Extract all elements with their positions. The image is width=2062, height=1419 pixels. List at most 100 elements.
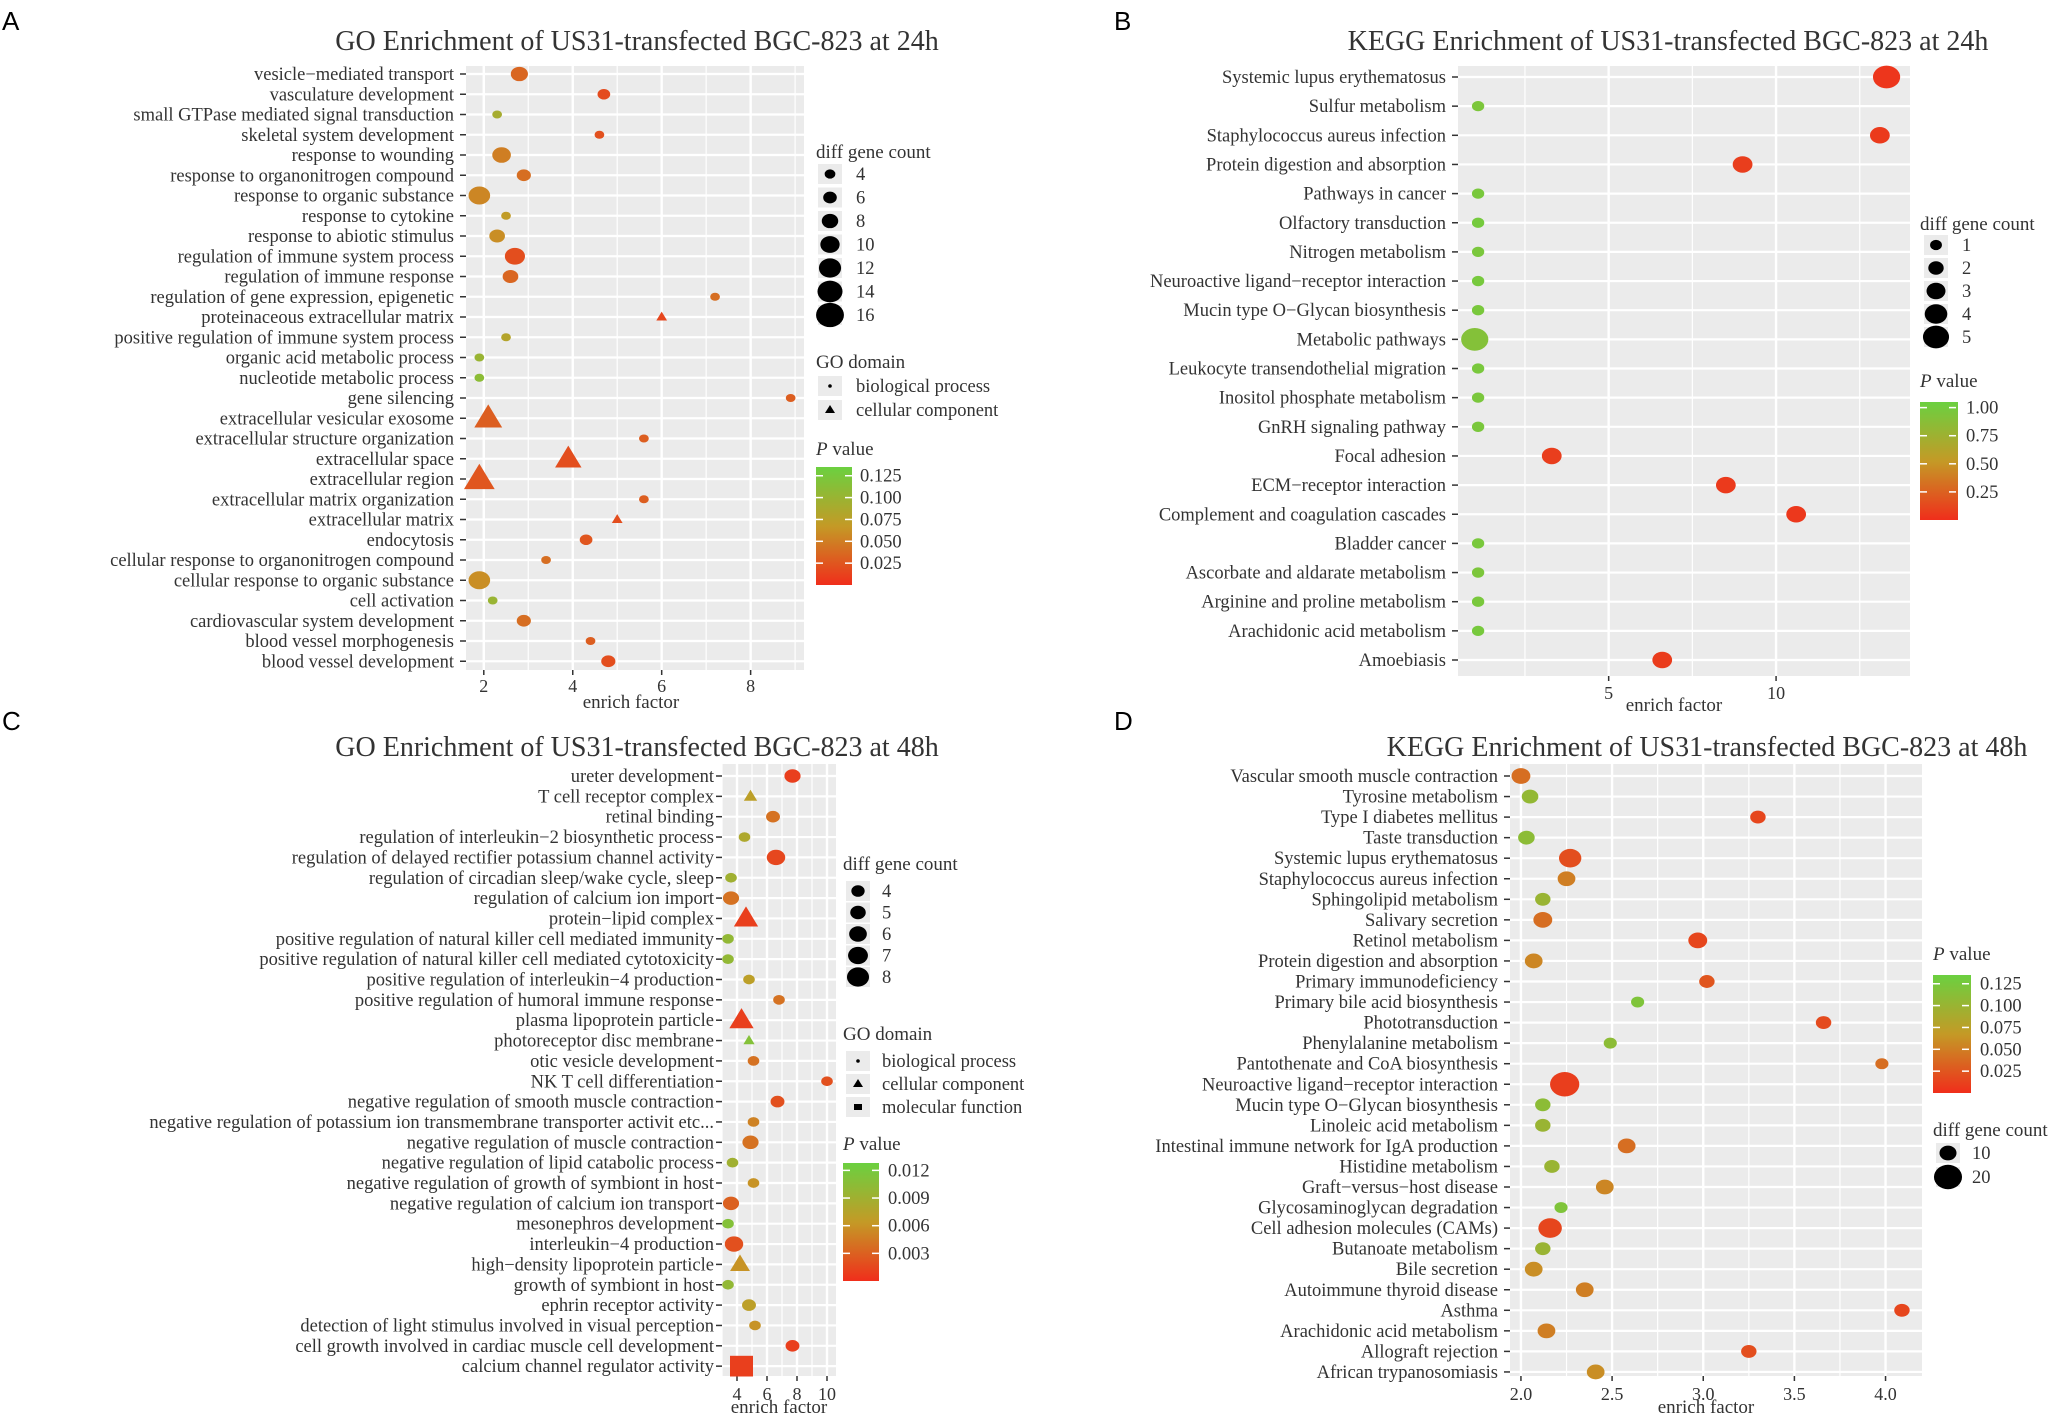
panel-b-point xyxy=(1471,363,1485,374)
panel-a-point xyxy=(579,534,593,546)
panel-a-point xyxy=(516,614,531,627)
panel-d-point xyxy=(1688,932,1708,949)
panel-b-size-key-label: 2 xyxy=(1962,259,1971,279)
panel-d-colorbar-label: 0.125 xyxy=(1980,975,2022,995)
panel-a-point xyxy=(474,373,485,382)
panel-b-category-label: Bladder cancer xyxy=(1335,534,1446,554)
panel-a-category-label: positive regulation of immune system pro… xyxy=(114,328,454,348)
panel-a-size-key xyxy=(817,280,843,303)
panel-c-point xyxy=(729,1008,754,1029)
panel-c-category-label: negative regulation of calcium ion trans… xyxy=(390,1194,715,1214)
panel-d-category-label: Graft−versus−host disease xyxy=(1302,1178,1498,1198)
panel-d-category-label: Primary bile acid biosynthesis xyxy=(1274,993,1498,1013)
panel-a-colorbar-label: 0.100 xyxy=(860,489,902,509)
panel-b-x-ticks: 5 10 xyxy=(1604,676,1785,703)
panel-c-colorbar xyxy=(843,1163,879,1281)
panel-c-xtick-label: 10 xyxy=(818,1384,836,1404)
panel-a-x-ticks: 2 4 6 8 xyxy=(479,670,755,696)
panel-b-colorbar xyxy=(1920,402,1958,520)
panel-c-point xyxy=(742,1135,759,1150)
panel-a-color-legend-title: P value xyxy=(815,439,874,460)
panel-c-point xyxy=(747,1056,760,1066)
panel-a-category-label: response to organic substance xyxy=(234,187,454,207)
panel-a-size-key-label: 12 xyxy=(856,259,875,279)
panel-c-point xyxy=(722,1196,740,1211)
panel-a-category-label: response to abiotic stimulus xyxy=(248,227,454,247)
panel-c-point xyxy=(730,1254,750,1271)
panel-d-category-label: Retinol metabolism xyxy=(1353,931,1499,951)
panel-c-category-label: regulation of interleukin−2 biosynthetic… xyxy=(359,828,714,848)
panel-c-size-key-label: 7 xyxy=(882,947,891,967)
panel-a-category-label: regulation of immune response xyxy=(224,268,454,288)
panel-a-x-axis-label: enrich factor xyxy=(583,692,680,713)
panel-a-legend: diff gene count 4 6 8 10 12 14 16 GO domain bi… xyxy=(815,142,999,585)
panel-d-size-key xyxy=(1933,1164,1963,1190)
panel-c-point xyxy=(784,769,801,783)
panel-c-title: GO Enrichment of US31-transfected BGC-82… xyxy=(335,732,938,763)
panel-d-point xyxy=(1538,1218,1562,1238)
panel-c-x-axis-label: enrich factor xyxy=(731,1397,828,1418)
panel-a-size-legend-title: diff gene count xyxy=(816,142,931,163)
panel-a-category-label: extracellular space xyxy=(316,450,454,470)
panel-c-category-label: retinal binding xyxy=(606,808,714,828)
panel-a-point xyxy=(585,636,596,646)
panel-a-category-label: cellular response to organonitrogen comp… xyxy=(110,551,455,571)
panel-a-category-label: response to cytokine xyxy=(302,207,454,227)
panel-a-colorbar-label: 0.075 xyxy=(860,510,902,530)
panel-d-category-label: Sphingolipid metabolism xyxy=(1311,890,1498,910)
panel-b-point xyxy=(1471,596,1485,607)
panel-b-color-legend-title-rest: value xyxy=(1932,371,1978,392)
panel-c-category-label: otic vesicle development xyxy=(530,1052,715,1072)
panel-a-color-legend-title-rest: value xyxy=(828,439,874,460)
panel-c-xtick-label: 8 xyxy=(793,1384,802,1404)
panel-d-point xyxy=(1524,953,1543,969)
panel-b: B KEGG Enrichment of US31-transfected BG… xyxy=(1114,6,2035,716)
panel-d-point xyxy=(1631,996,1645,1008)
panel-d-point xyxy=(1699,975,1715,988)
panel-a-xtick-label: 2 xyxy=(479,676,488,696)
panel-a-point xyxy=(463,463,495,490)
panel-c-size-key xyxy=(846,967,870,987)
panel-b-category-label: Systemic lupus erythematosus xyxy=(1222,68,1446,88)
panel-b-point xyxy=(1471,392,1485,403)
panel-b-point xyxy=(1471,625,1485,636)
panel-d-category-label: Tyrosine metabolism xyxy=(1343,788,1499,808)
panel-b-point xyxy=(1461,328,1489,351)
panel-b-category-label: Mucin type O−Glycan biosynthesis xyxy=(1183,301,1446,321)
panel-c-size-key xyxy=(850,905,866,920)
panel-b-points xyxy=(1461,65,1901,669)
panel-d-category-label: Histidine metabolism xyxy=(1339,1157,1498,1177)
panel-c-point xyxy=(722,1279,734,1290)
panel-d-xtick-label: 4.0 xyxy=(1874,1384,1897,1404)
panel-c-shape-key-label: cellular component xyxy=(882,1075,1025,1095)
panel-d-category-label: Butanoate metabolism xyxy=(1332,1240,1499,1260)
panel-b-colorbar-label: 1.00 xyxy=(1966,399,1998,419)
panel-d-point xyxy=(1535,892,1551,906)
panel-b-category-label: Amoebiasis xyxy=(1359,651,1446,671)
panel-c-size-key-label: 5 xyxy=(882,904,891,924)
panel-d-gridlines xyxy=(1510,764,1922,1376)
panel-b-size-key xyxy=(1924,304,1948,324)
panel-a-size-key xyxy=(821,213,839,229)
panel-d-plot-background xyxy=(1510,764,1922,1376)
panel-a-point xyxy=(597,88,611,100)
panel-d-category-label: Arachidonic acid metabolism xyxy=(1280,1322,1498,1342)
panel-a-category-label: blood vessel morphogenesis xyxy=(245,632,454,652)
panel-b-point xyxy=(1715,476,1736,494)
panel-d-category-label: Protein digestion and absorption xyxy=(1258,952,1498,972)
panel-b-colorbar-label: 0.50 xyxy=(1966,455,1998,475)
panel-c-category-label: photoreceptor disc membrane xyxy=(494,1032,714,1052)
panel-a-size-key-label: 16 xyxy=(856,306,875,326)
panel-b-point xyxy=(1786,506,1807,523)
panel-d-category-labels: Vascular smooth muscle contractionTyrosi… xyxy=(1155,767,1510,1383)
panel-a-category-label: nucleotide metabolic process xyxy=(239,369,454,389)
panel-c-point xyxy=(766,849,786,866)
panel-c-point xyxy=(742,1299,756,1311)
panel-c-category-label: negative regulation of potassium ion tra… xyxy=(149,1113,714,1133)
panel-b-xtick-label: 5 xyxy=(1604,683,1613,703)
panel-a-shape-key-label: cellular component xyxy=(856,401,999,421)
